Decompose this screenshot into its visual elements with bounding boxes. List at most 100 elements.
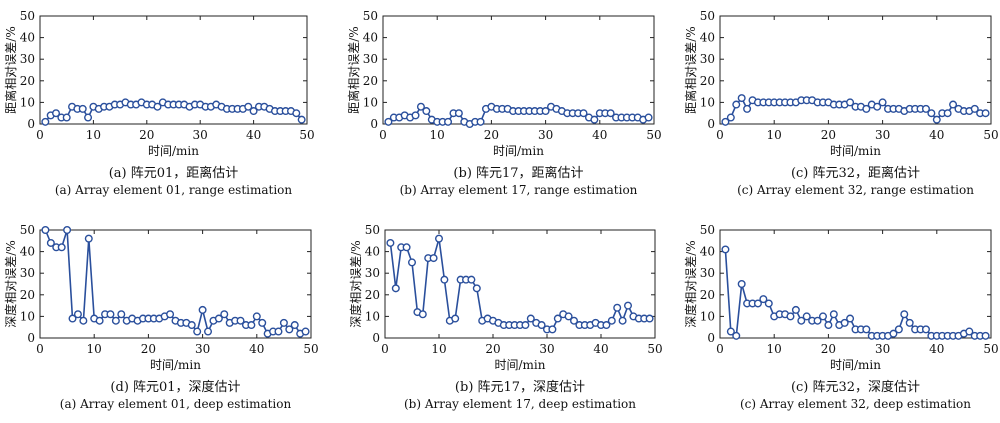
data-point-e-33: [564, 312, 573, 321]
data-point-f-32: [894, 325, 903, 334]
y-tick-label-a-4: 40: [20, 31, 35, 45]
data-point-e-30: [548, 325, 557, 334]
x-tick-label-b-2: 20: [484, 128, 499, 142]
x-tick-label-d-3: 30: [195, 342, 210, 356]
y-tick-label-a-3: 30: [20, 52, 35, 66]
data-point-b-7: [422, 107, 431, 116]
caption-en-f: (c) Array element 32, deep estimation: [740, 397, 971, 411]
caption-en-a: (a) Array element 01, range estimation: [55, 183, 293, 197]
data-point-f-37: [921, 325, 930, 334]
data-point-d-44: [279, 318, 288, 327]
y-tick-label-e-1: 10: [365, 309, 380, 323]
data-point-f-1: [726, 327, 735, 336]
data-point-f-26: [862, 325, 871, 334]
data-point-f-17: [813, 316, 822, 325]
y-tick-label-b-2: 20: [363, 74, 378, 88]
data-point-d-33: [220, 310, 229, 319]
data-point-c-38: [927, 109, 936, 118]
data-point-a-21: [153, 102, 162, 111]
x-tick-label-f-4: 40: [929, 342, 944, 356]
data-point-f-19: [824, 321, 833, 330]
data-point-e-48: [645, 314, 654, 323]
x-tick-label-e-1: 10: [431, 342, 446, 356]
caption-zh-c: (c) 阵元32，距离估计: [791, 165, 920, 181]
data-point-a-4: [62, 113, 71, 122]
x-tick-label-a-5: 50: [299, 128, 314, 142]
x-tick-label-b-5: 50: [646, 128, 661, 142]
caption-zh-a: (a) 阵元01，距离估计: [109, 165, 239, 181]
x-tick-label-e-4: 40: [593, 342, 608, 356]
data-point-e-1: [391, 284, 400, 293]
x-tick-label-d-5: 50: [303, 342, 318, 356]
data-point-f-3: [737, 280, 746, 289]
data-point-a-48: [297, 115, 306, 124]
data-point-d-27: [187, 321, 196, 330]
data-point-b-5: [411, 111, 420, 120]
data-point-e-40: [602, 321, 611, 330]
y-tick-label-c-0: 0: [707, 117, 715, 131]
data-point-a-47: [292, 109, 301, 118]
y-tick-label-d-5: 50: [20, 223, 35, 237]
x-tick-label-e-3: 30: [539, 342, 554, 356]
x-tick-label-a-3: 30: [193, 128, 208, 142]
data-point-e-26: [526, 314, 535, 323]
data-point-b-29: [541, 107, 550, 116]
data-point-b-48: [644, 113, 653, 122]
y-tick-label-c-2: 20: [700, 74, 715, 88]
data-point-b-11: [444, 117, 453, 126]
data-point-f-7: [759, 295, 768, 304]
y-tick-label-b-5: 50: [363, 9, 378, 23]
data-point-d-46: [290, 321, 299, 330]
data-point-e-42: [613, 303, 622, 312]
data-point-f-22: [840, 318, 849, 327]
data-point-b-38: [590, 115, 599, 124]
data-point-e-25: [521, 321, 530, 330]
data-point-f-14: [797, 316, 806, 325]
caption-zh-d: (d) 阵元01，深度估计: [110, 379, 240, 395]
chart-panel-f: 0 10 20 30 40 50 0 10 20 30 40 50 时间/min 深度相对误差/% (c) …: [683, 223, 999, 411]
x-tick-label-c-5: 50: [983, 128, 998, 142]
x-tick-label-f-1: 10: [767, 342, 782, 356]
data-point-d-10: [95, 316, 104, 325]
data-point-d-14: [117, 310, 126, 319]
x-tick-label-c-2: 20: [821, 128, 836, 142]
x-axis-label-f: 时间/min: [830, 358, 881, 372]
caption-en-e: (b) Array element 17, deep estimation: [404, 397, 636, 411]
data-point-a-0: [41, 117, 50, 126]
y-tick-label-f-3: 30: [700, 266, 715, 280]
data-point-c-2: [732, 100, 741, 109]
data-point-f-34: [905, 318, 914, 327]
x-tick-label-c-1: 10: [767, 128, 782, 142]
data-point-f-31: [889, 329, 898, 338]
data-point-a-2: [52, 109, 61, 118]
caption-en-d: (a) Array element 01, deep estimation: [60, 397, 292, 411]
x-tick-label-f-3: 30: [875, 342, 890, 356]
caption-en-b: (b) Array element 17, range estimation: [400, 183, 638, 197]
data-point-f-20: [829, 310, 838, 319]
y-tick-label-a-2: 20: [20, 74, 35, 88]
series-line-e: [389, 237, 650, 331]
y-tick-label-d-1: 10: [20, 309, 35, 323]
series-line-f: [724, 249, 986, 337]
y-tick-label-e-0: 0: [372, 331, 380, 345]
data-point-f-48: [981, 331, 990, 340]
data-point-e-4: [408, 258, 417, 267]
x-axis-label-d: 时间/min: [150, 358, 201, 372]
data-point-d-32: [214, 314, 223, 323]
data-point-b-13: [454, 109, 463, 118]
plot-frame-b: [382, 15, 655, 125]
y-tick-label-c-1: 10: [700, 95, 715, 109]
y-tick-label-b-1: 10: [363, 95, 378, 109]
y-tick-label-f-5: 50: [700, 223, 715, 237]
y-tick-label-d-3: 30: [20, 266, 35, 280]
data-point-e-0: [386, 238, 395, 247]
y-axis-label-a: 距离相对误差/%: [3, 26, 18, 113]
x-axis-label-c: 时间/min: [830, 144, 881, 158]
y-tick-label-b-4: 40: [363, 31, 378, 45]
data-point-c-42: [949, 100, 958, 109]
data-point-c-0: [721, 117, 730, 126]
y-tick-label-d-2: 20: [20, 288, 35, 302]
data-point-e-3: [402, 243, 411, 252]
plot-frame-e: [384, 229, 656, 339]
data-point-c-4: [743, 104, 752, 113]
